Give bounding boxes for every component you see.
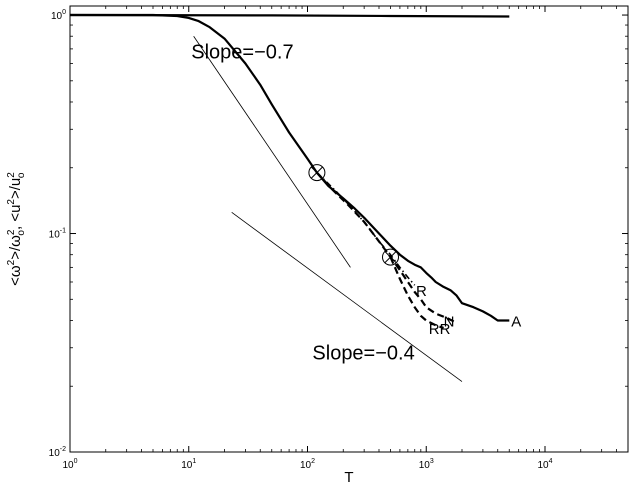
y-tick-label: 10-2 [49, 446, 66, 459]
x-tick-label: 101 [181, 458, 196, 471]
reference-lines [193, 35, 463, 382]
y-axis-label: <ω2>/ω2o, <u2>/u2o [6, 172, 27, 286]
series-line-n [316, 171, 458, 324]
x-tick-label: 103 [419, 458, 434, 471]
series-line-rr [389, 256, 444, 329]
series-line-a [70, 13, 510, 322]
reference-line-2 [231, 212, 463, 382]
y-tick-label: 100 [51, 9, 66, 22]
circle-plus-marker [382, 248, 400, 266]
curve-label-r: R [416, 283, 427, 300]
curve-label-rr: RR [429, 321, 451, 338]
annotations: Slope=−0.7 Slope=−0.4 [191, 42, 414, 365]
x-axis-label: T [344, 469, 353, 486]
x-tick-label: 100 [62, 458, 77, 471]
tick-marks [69, 6, 629, 453]
y-tick-label: 10-1 [49, 228, 66, 241]
slope-annotation-2: Slope=−0.4 [312, 343, 414, 365]
x-tick-label: 102 [300, 458, 315, 471]
series-layer [69, 13, 510, 329]
markers [308, 164, 400, 266]
curve-label-a: A [511, 313, 521, 330]
reference-line-1 [193, 35, 351, 268]
tick-labels: 100 101 102 103 104 10-2 10-1 100 [49, 9, 553, 471]
plot-frame [69, 5, 629, 453]
slope-annotation-1: Slope=−0.7 [191, 42, 293, 64]
x-tick-label: 104 [537, 458, 552, 471]
curve-label-n: N [444, 313, 455, 330]
circle-plus-marker [308, 164, 326, 182]
